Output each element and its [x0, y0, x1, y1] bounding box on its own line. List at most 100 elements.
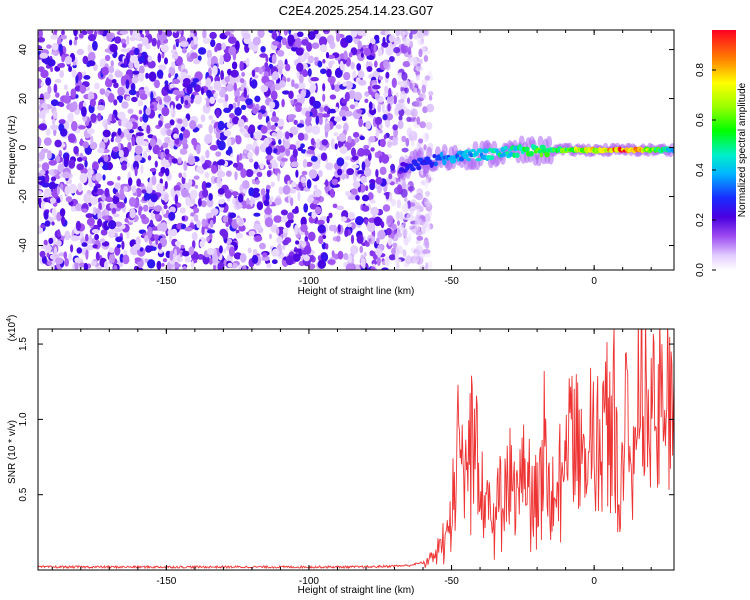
- noise-speckle: [194, 184, 199, 189]
- noise-speckle: [298, 74, 304, 84]
- noise-speckle: [295, 105, 302, 113]
- noise-speckle: [38, 30, 43, 39]
- noise-speckle: [68, 183, 77, 194]
- noise-speckle: [174, 248, 177, 258]
- noise-speckle: [109, 254, 114, 264]
- noise-speckle: [205, 77, 212, 87]
- noise-speckle: [48, 181, 57, 190]
- noise-speckle: [205, 212, 213, 219]
- noise-speckle: [385, 71, 390, 79]
- noise-speckle: [181, 47, 187, 54]
- noise-speckle: [415, 239, 421, 245]
- noise-speckle: [68, 65, 73, 72]
- noise-speckle: [340, 216, 347, 222]
- noise-speckle: [51, 43, 59, 51]
- noise-speckle: [93, 185, 98, 193]
- noise-speckle: [402, 249, 407, 258]
- noise-speckle: [192, 78, 200, 83]
- noise-speckle: [287, 114, 297, 119]
- noise-speckle: [390, 163, 396, 171]
- noise-speckle: [59, 208, 66, 217]
- noise-speckle: [242, 32, 251, 40]
- noise-speckle: [47, 260, 52, 266]
- noise-speckle: [282, 239, 289, 246]
- noise-speckle: [278, 145, 286, 153]
- noise-speckle: [136, 32, 141, 42]
- noise-speckle: [70, 88, 77, 98]
- noise-speckle: [94, 82, 100, 90]
- noise-speckle: [190, 81, 197, 88]
- noise-speckle: [173, 30, 177, 33]
- noise-speckle: [334, 143, 338, 150]
- noise-speckle: [65, 196, 73, 203]
- noise-speckle: [288, 144, 297, 150]
- noise-speckle: [64, 55, 72, 65]
- noise-speckle: [344, 110, 353, 117]
- noise-speckle: [81, 208, 88, 213]
- noise-speckle: [317, 60, 323, 68]
- noise-speckle: [308, 231, 316, 242]
- noise-speckle: [239, 253, 247, 263]
- noise-speckle: [252, 248, 258, 256]
- noise-speckle: [82, 141, 89, 149]
- ridge-point: [437, 156, 443, 161]
- noise-speckle: [322, 83, 326, 92]
- noise-speckle: [377, 103, 382, 113]
- x-tick-label: -100: [299, 276, 319, 287]
- x-tick-label: 0: [591, 276, 597, 287]
- ridge-point: [433, 161, 438, 167]
- noise-speckle: [405, 255, 413, 265]
- noise-speckle: [257, 30, 265, 39]
- noise-speckle: [206, 49, 212, 60]
- noise-speckle: [111, 132, 115, 139]
- noise-speckle: [315, 115, 320, 125]
- noise-speckle: [115, 136, 122, 143]
- noise-speckle: [359, 135, 366, 141]
- noise-speckle: [396, 199, 402, 209]
- colorbar-tick-label: 0.0: [695, 263, 706, 277]
- ridge-halo: [546, 136, 553, 148]
- noise-speckle: [424, 200, 432, 207]
- noise-speckle: [425, 262, 429, 270]
- noise-speckle: [381, 154, 390, 164]
- noise-speckle: [174, 194, 179, 205]
- noise-speckle: [297, 31, 304, 38]
- ridge-point: [458, 156, 465, 162]
- noise-speckle: [289, 126, 299, 136]
- noise-speckle: [372, 84, 381, 90]
- noise-speckle: [117, 176, 121, 181]
- noise-speckle: [278, 186, 284, 195]
- noise-speckle: [268, 30, 274, 34]
- noise-speckle: [281, 216, 288, 223]
- noise-speckle: [73, 145, 79, 155]
- noise-speckle: [411, 108, 418, 118]
- noise-speckle: [197, 197, 202, 207]
- noise-speckle: [217, 98, 225, 104]
- noise-speckle: [391, 77, 397, 88]
- noise-speckle: [401, 135, 407, 143]
- noise-speckle: [294, 83, 299, 89]
- noise-speckle: [139, 30, 143, 34]
- noise-speckle: [388, 87, 392, 98]
- noise-speckle: [107, 92, 115, 103]
- noise-speckle: [182, 172, 187, 179]
- noise-speckle: [374, 92, 380, 100]
- noise-speckle: [276, 118, 285, 127]
- noise-speckle: [418, 138, 424, 144]
- noise-speckle: [277, 243, 282, 250]
- noise-speckle: [291, 181, 297, 188]
- noise-speckle: [191, 260, 194, 269]
- noise-speckle: [283, 140, 291, 149]
- noise-speckle: [164, 57, 168, 65]
- noise-speckle: [238, 97, 248, 102]
- noise-speckle: [187, 155, 196, 165]
- noise-speckle: [145, 107, 151, 116]
- noise-speckle: [200, 200, 207, 208]
- noise-speckle: [112, 213, 120, 218]
- noise-speckle: [129, 208, 136, 219]
- noise-speckle: [47, 59, 56, 67]
- noise-speckle: [274, 197, 282, 206]
- noise-speckle: [104, 54, 111, 62]
- noise-speckle: [75, 220, 81, 231]
- noise-speckle: [357, 170, 365, 176]
